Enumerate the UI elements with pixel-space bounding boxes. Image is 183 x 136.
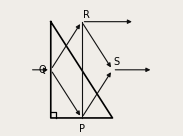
Text: R: R [83, 10, 90, 20]
Text: P: P [79, 124, 85, 134]
Text: Q: Q [38, 65, 46, 75]
Text: S: S [114, 57, 120, 67]
